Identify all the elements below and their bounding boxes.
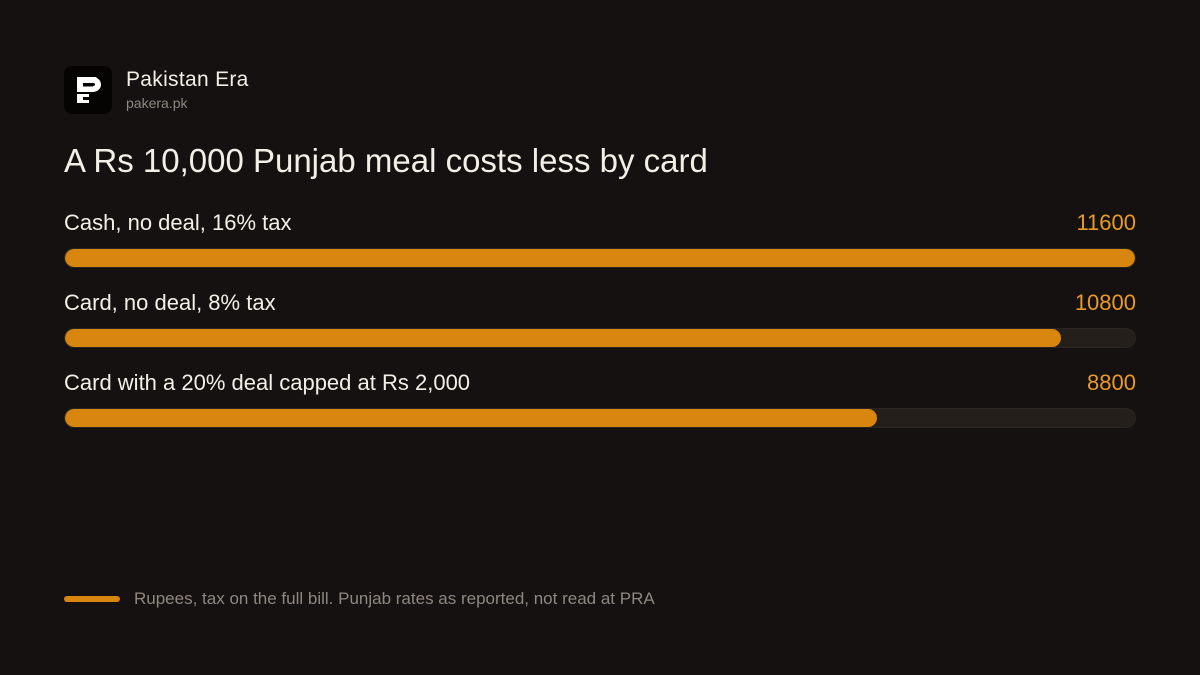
bar-track — [64, 328, 1136, 348]
bar-label: Card, no deal, 8% tax — [64, 290, 276, 315]
chart-title: A Rs 10,000 Punjab meal costs less by ca… — [64, 142, 708, 179]
bar-track — [64, 248, 1136, 268]
bar — [65, 249, 1135, 267]
bar-value-label: 11600 — [1076, 210, 1136, 235]
bar-row: Card with a 20% deal capped at Rs 2,000 8… — [64, 368, 1136, 448]
brand: Pakistan Era pakera.pk — [64, 66, 249, 114]
bar — [65, 409, 877, 427]
bar-label: Cash, no deal, 16% tax — [64, 210, 292, 235]
pakistan-era-logo-icon — [64, 66, 112, 114]
bar-row: Card, no deal, 8% tax 10800 — [64, 288, 1136, 368]
note-swatch — [64, 596, 120, 602]
chart-note: Rupees, tax on the full bill. Punjab rat… — [64, 587, 655, 611]
brand-url: pakera.pk — [126, 94, 188, 111]
bar-value-label: 10800 — [1074, 290, 1136, 315]
bar-value-label: 8800 — [1087, 370, 1136, 395]
bar — [65, 329, 1062, 347]
bar-label: Card with a 20% deal capped at Rs 2,000 — [64, 370, 471, 395]
brand-text: Pakistan Era pakera.pk — [126, 68, 249, 113]
bar-chart: Cash, no deal, 16% tax 11600 Card, no deal… — [64, 208, 1136, 448]
bar-row: Cash, no deal, 16% tax 11600 — [64, 208, 1136, 288]
bar-track — [64, 408, 1136, 428]
note-text: Rupees, tax on the full bill. Punjab rat… — [134, 589, 655, 608]
brand-name: Pakistan Era — [126, 67, 249, 91]
